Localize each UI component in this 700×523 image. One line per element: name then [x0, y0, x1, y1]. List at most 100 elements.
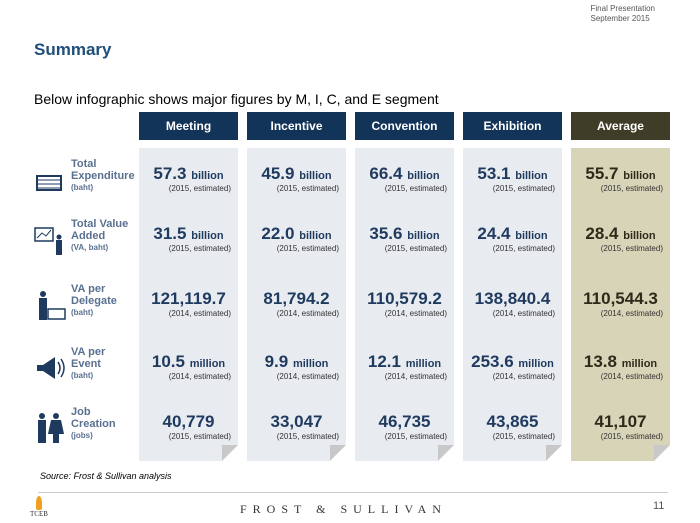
- presentation-icon: [34, 224, 66, 256]
- value-cell: 55.7 billion (2015, estimated): [571, 164, 670, 193]
- column-header-meeting: Meeting: [139, 112, 238, 140]
- value-number: 45.9: [261, 164, 295, 183]
- value-note: (2014, estimated): [384, 372, 447, 381]
- row-label-text: VA per Delegate: [71, 283, 117, 307]
- value: 138,840.4: [463, 289, 562, 309]
- value: 110,544.3: [571, 289, 670, 309]
- value-cell: 35.6 billion (2015, estimated): [355, 224, 454, 253]
- value-unit: million: [621, 358, 658, 370]
- column-header-incentive: Incentive: [247, 112, 346, 140]
- value-cell: 110,544.3 (2014, estimated): [571, 289, 670, 318]
- value: 45.9 billion: [247, 164, 346, 184]
- value-number: 81,794.2: [263, 289, 330, 308]
- value-cell: 66.4 billion (2015, estimated): [355, 164, 454, 193]
- value-number: 13.8: [583, 352, 617, 371]
- value-number: 28.4: [585, 224, 619, 243]
- value-cell: 110,579.2 (2014, estimated): [355, 289, 454, 318]
- column-exhibition: 53.1 billion (2015, estimated) 24.4 billio…: [463, 148, 562, 461]
- value-note: (2015, estimated): [168, 244, 231, 253]
- value-cell: 45.9 billion (2015, estimated): [247, 164, 346, 193]
- value-number: 66.4: [369, 164, 403, 183]
- value-cell: 13.8 million (2014, estimated): [571, 352, 670, 381]
- value-unit: billion: [623, 230, 656, 242]
- value-cell: 138,840.4 (2014, estimated): [463, 289, 562, 318]
- value: 33,047: [247, 412, 346, 432]
- value-note: (2015, estimated): [276, 244, 339, 253]
- page-fold-corner: [546, 445, 562, 461]
- value-cell: 24.4 billion (2015, estimated): [463, 224, 562, 253]
- value-cell: 43,865 (2015, estimated): [463, 412, 562, 441]
- value-unit: million: [292, 358, 329, 370]
- money-stack-icon: [34, 164, 66, 196]
- value-cell: 53.1 billion (2015, estimated): [463, 164, 562, 193]
- value-note: (2015, estimated): [492, 432, 555, 441]
- value: 110,579.2: [355, 289, 454, 309]
- value-note: (2015, estimated): [384, 184, 447, 193]
- value-unit: billion: [407, 170, 440, 182]
- value-cell: 121,119.7 (2014, estimated): [139, 289, 238, 318]
- value: 12.1 million: [355, 352, 454, 372]
- value-cell: 253.6 million (2014, estimated): [463, 352, 562, 381]
- value-unit: billion: [299, 230, 332, 242]
- presentation-label: Final Presentation: [590, 4, 655, 13]
- value-number: 9.9: [264, 352, 289, 371]
- value-number: 43,865: [486, 412, 539, 431]
- value-note: (2015, estimated): [276, 432, 339, 441]
- value: 66.4 billion: [355, 164, 454, 184]
- value-note: (2015, estimated): [384, 432, 447, 441]
- column-incentive: 45.9 billion (2015, estimated) 22.0 billio…: [247, 148, 346, 461]
- value-number: 138,840.4: [474, 289, 551, 308]
- value-cell: 28.4 billion (2015, estimated): [571, 224, 670, 253]
- value-number: 46,735: [378, 412, 431, 431]
- row-label: Job Creation (jobs): [71, 406, 137, 442]
- value-number: 41,107: [594, 412, 647, 431]
- value: 46,735: [355, 412, 454, 432]
- value-number: 110,579.2: [367, 289, 442, 308]
- page-fold-corner: [330, 445, 346, 461]
- page-fold-corner: [438, 445, 454, 461]
- page-number: 11: [653, 500, 665, 512]
- value-cell: 40,779 (2015, estimated): [139, 412, 238, 441]
- value-number: 55.7: [585, 164, 619, 183]
- delegate-money-icon: [34, 289, 66, 321]
- row-label-unit: (baht): [71, 371, 94, 380]
- value-unit: million: [405, 358, 442, 370]
- column-header-exhibition: Exhibition: [463, 112, 562, 140]
- value: 57.3 billion: [139, 164, 238, 184]
- column-header-convention: Convention: [355, 112, 454, 140]
- value: 81,794.2: [247, 289, 346, 309]
- frost-sullivan-logo: FROST & SULLIVAN: [240, 502, 447, 516]
- value-number: 40,779: [162, 412, 215, 431]
- row-label-unit: (jobs): [71, 431, 93, 440]
- value-number: 110,544.3: [583, 289, 658, 308]
- value: 121,119.7: [139, 289, 238, 309]
- value-unit: billion: [191, 170, 224, 182]
- value-cell: 31.5 billion (2015, estimated): [139, 224, 238, 253]
- value-number: 12.1: [367, 352, 401, 371]
- value: 24.4 billion: [463, 224, 562, 244]
- page-title: Summary: [34, 40, 112, 59]
- value-unit: billion: [515, 170, 548, 182]
- value: 10.5 million: [139, 352, 238, 372]
- value: 53.1 billion: [463, 164, 562, 184]
- tceb-logo: TCEB: [30, 496, 48, 518]
- value-note: (2015, estimated): [600, 244, 663, 253]
- row-label-unit: (VA, baht): [71, 243, 109, 252]
- megaphone-icon: [34, 352, 66, 384]
- row-label: Total Value Added (VA, baht): [71, 218, 137, 254]
- footer-divider: [38, 492, 668, 493]
- column-header-average: Average: [571, 112, 670, 140]
- people-icon: [34, 412, 66, 444]
- value-unit: million: [189, 358, 226, 370]
- value-note: (2015, estimated): [600, 184, 663, 193]
- page-subtitle: Below infographic shows major figures by…: [34, 91, 439, 107]
- column-convention: 66.4 billion (2015, estimated) 35.6 billio…: [355, 148, 454, 461]
- row-label-text: Job Creation: [71, 406, 116, 430]
- row-label: VA per Event (baht): [71, 346, 137, 382]
- row-label-text: VA per Event: [71, 346, 106, 370]
- row-label: VA per Delegate (baht): [71, 283, 137, 319]
- value-note: (2015, estimated): [600, 432, 663, 441]
- column-average: 55.7 billion (2015, estimated) 28.4 billio…: [571, 148, 670, 461]
- value-number: 10.5: [151, 352, 185, 371]
- value-cell: 22.0 billion (2015, estimated): [247, 224, 346, 253]
